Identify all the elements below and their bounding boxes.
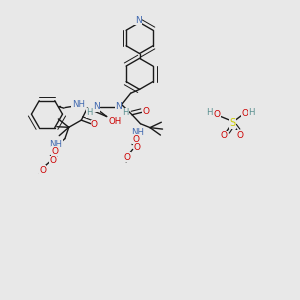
Text: O: O (123, 153, 130, 162)
Text: O: O (220, 131, 227, 140)
Text: H: H (249, 108, 255, 117)
Text: H: H (86, 108, 93, 117)
Text: O: O (91, 120, 98, 129)
Text: OH: OH (108, 117, 122, 126)
Text: O: O (142, 107, 149, 116)
Text: S: S (229, 118, 235, 128)
Text: O: O (213, 110, 220, 119)
Text: O: O (134, 143, 141, 152)
Text: NH: NH (72, 100, 85, 109)
Text: N: N (115, 102, 122, 111)
Text: O: O (241, 109, 248, 118)
Text: N: N (93, 102, 100, 111)
Text: O: O (49, 156, 56, 165)
Text: O: O (132, 135, 139, 144)
Text: NH: NH (131, 128, 144, 137)
Text: H: H (122, 108, 128, 117)
Text: O: O (52, 147, 58, 156)
Text: N: N (135, 16, 141, 25)
Text: O: O (236, 130, 243, 140)
Text: NH: NH (50, 140, 62, 148)
Text: O: O (39, 166, 46, 175)
Text: H: H (206, 108, 212, 117)
